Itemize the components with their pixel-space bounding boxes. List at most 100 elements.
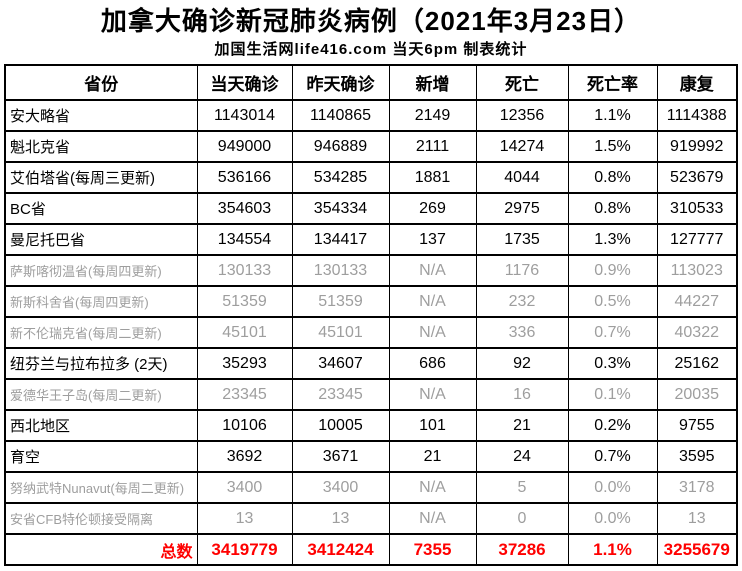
total-label: 总数 — [4, 533, 198, 566]
cell-yesterday: 534285 — [291, 161, 390, 194]
cell-province: 爱德华王子岛(每周二更新) — [4, 378, 198, 411]
total-new-cases: 7355 — [388, 533, 477, 566]
cell-death-rate: 1.5% — [567, 130, 658, 163]
cell-yesterday: 130133 — [291, 254, 390, 287]
cell-province: 育空 — [4, 440, 198, 473]
cell-deaths: 12356 — [475, 99, 569, 132]
cell-new: N/A — [388, 316, 477, 349]
cell-province: 萨斯喀彻温省(每周四更新) — [4, 254, 198, 287]
cell-deaths: 21 — [475, 409, 569, 442]
table-row: BC省 354603 354334 269 2975 0.8% 310533 — [4, 192, 738, 225]
cell-province: 新不伦瑞克省(每周二更新) — [4, 316, 198, 349]
table-row: 纽芬兰与拉布拉多 (2天) 35293 34607 686 92 0.3% 25162 — [4, 347, 738, 380]
table-footer: 总数 3419779 3412424 7355 37286 1.1% 32556… — [4, 533, 738, 566]
cell-death-rate: 0.2% — [567, 409, 658, 442]
cell-yesterday: 45101 — [291, 316, 390, 349]
cell-yesterday: 13 — [291, 502, 390, 535]
cell-recovered: 9755 — [656, 409, 738, 442]
total-death-rate: 1.1% — [567, 533, 658, 566]
cell-today: 3692 — [196, 440, 293, 473]
cell-deaths: 92 — [475, 347, 569, 380]
cell-today: 51359 — [196, 285, 293, 318]
cell-today: 1143014 — [196, 99, 293, 132]
cell-recovered: 310533 — [656, 192, 738, 225]
cell-recovered: 113023 — [656, 254, 738, 287]
cell-new: 137 — [388, 223, 477, 256]
cell-new: 21 — [388, 440, 477, 473]
cell-yesterday: 134417 — [291, 223, 390, 256]
total-yesterday-confirmed: 3412424 — [291, 533, 390, 566]
table-body: 安大略省 1143014 1140865 2149 12356 1.1% 1114388 魁北… — [4, 99, 738, 535]
cell-recovered: 13 — [656, 502, 738, 535]
table-row: 新不伦瑞克省(每周二更新) 45101 45101 N/A 336 0.7% 40322 — [4, 316, 738, 349]
cell-new: 269 — [388, 192, 477, 225]
total-deaths: 37286 — [475, 533, 569, 566]
total-recovered: 3255679 — [656, 533, 738, 566]
cell-deaths: 14274 — [475, 130, 569, 163]
table-row: 曼尼托巴省 134554 134417 137 1735 1.3% 127777 — [4, 223, 738, 256]
cell-province: 努纳武特Nunavut(每周二更新) — [4, 471, 198, 504]
cell-yesterday: 10005 — [291, 409, 390, 442]
col-header-death-rate: 死亡率 — [567, 64, 658, 101]
table-row: 安大略省 1143014 1140865 2149 12356 1.1% 1114388 — [4, 99, 738, 132]
cell-deaths: 1735 — [475, 223, 569, 256]
cell-today: 35293 — [196, 347, 293, 380]
cell-deaths: 232 — [475, 285, 569, 318]
cell-today: 354603 — [196, 192, 293, 225]
cell-new: 101 — [388, 409, 477, 442]
cell-province: 安大略省 — [4, 99, 198, 132]
cell-death-rate: 0.3% — [567, 347, 658, 380]
cell-recovered: 127777 — [656, 223, 738, 256]
cell-deaths: 5 — [475, 471, 569, 504]
col-header-new-cases: 新增 — [388, 64, 477, 101]
page-subtitle: 加国生活网life416.com 当天6pm 制表统计 — [214, 41, 528, 58]
table-row: 新斯科舍省(每周四更新) 51359 51359 N/A 232 0.5% 44227 — [4, 285, 738, 318]
cell-death-rate: 0.0% — [567, 502, 658, 535]
cell-today: 10106 — [196, 409, 293, 442]
col-header-province: 省份 — [4, 64, 198, 101]
cell-today: 3400 — [196, 471, 293, 504]
cell-province: 曼尼托巴省 — [4, 223, 198, 256]
cell-province: 艾伯塔省(每周三更新) — [4, 161, 198, 194]
covid-stats-table: 省份 当天确诊 昨天确诊 新增 死亡 死亡率 康复 安大略省 1143014 114… — [4, 64, 738, 566]
cell-today: 134554 — [196, 223, 293, 256]
table-row: 努纳武特Nunavut(每周二更新) 3400 3400 N/A 5 0.0% 3178 — [4, 471, 738, 504]
cell-death-rate: 0.5% — [567, 285, 658, 318]
cell-recovered: 25162 — [656, 347, 738, 380]
cell-new: 686 — [388, 347, 477, 380]
cell-deaths: 0 — [475, 502, 569, 535]
cell-new: N/A — [388, 378, 477, 411]
header-row: 省份 当天确诊 昨天确诊 新增 死亡 死亡率 康复 — [4, 64, 738, 101]
cell-yesterday: 946889 — [291, 130, 390, 163]
cell-recovered: 919992 — [656, 130, 738, 163]
cell-death-rate: 1.1% — [567, 99, 658, 132]
cell-yesterday: 354334 — [291, 192, 390, 225]
table-header: 省份 当天确诊 昨天确诊 新增 死亡 死亡率 康复 — [4, 64, 738, 101]
col-header-recovered: 康复 — [656, 64, 738, 101]
page-title: 加拿大确诊新冠肺炎病例（2021年3月23日） — [100, 6, 642, 36]
cell-recovered: 40322 — [656, 316, 738, 349]
cell-recovered: 44227 — [656, 285, 738, 318]
table-row: 萨斯喀彻温省(每周四更新) 130133 130133 N/A 1176 0.9% 1130… — [4, 254, 738, 287]
cell-yesterday: 34607 — [291, 347, 390, 380]
table-row: 爱德华王子岛(每周二更新) 23345 23345 N/A 16 0.1% 20035 — [4, 378, 738, 411]
cell-deaths: 4044 — [475, 161, 569, 194]
cell-recovered: 20035 — [656, 378, 738, 411]
cell-yesterday: 1140865 — [291, 99, 390, 132]
cell-today: 536166 — [196, 161, 293, 194]
cell-today: 949000 — [196, 130, 293, 163]
cell-death-rate: 0.7% — [567, 440, 658, 473]
cell-province: 魁北克省 — [4, 130, 198, 163]
cell-deaths: 2975 — [475, 192, 569, 225]
table-row: 西北地区 10106 10005 101 21 0.2% 9755 — [4, 409, 738, 442]
cell-deaths: 24 — [475, 440, 569, 473]
cell-new: N/A — [388, 254, 477, 287]
cell-yesterday: 23345 — [291, 378, 390, 411]
total-today-confirmed: 3419779 — [196, 533, 293, 566]
cell-today: 13 — [196, 502, 293, 535]
cell-new: 1881 — [388, 161, 477, 194]
col-header-deaths: 死亡 — [475, 64, 569, 101]
table-row: 魁北克省 949000 946889 2111 14274 1.5% 919992 — [4, 130, 738, 163]
cell-new: N/A — [388, 285, 477, 318]
cell-today: 130133 — [196, 254, 293, 287]
